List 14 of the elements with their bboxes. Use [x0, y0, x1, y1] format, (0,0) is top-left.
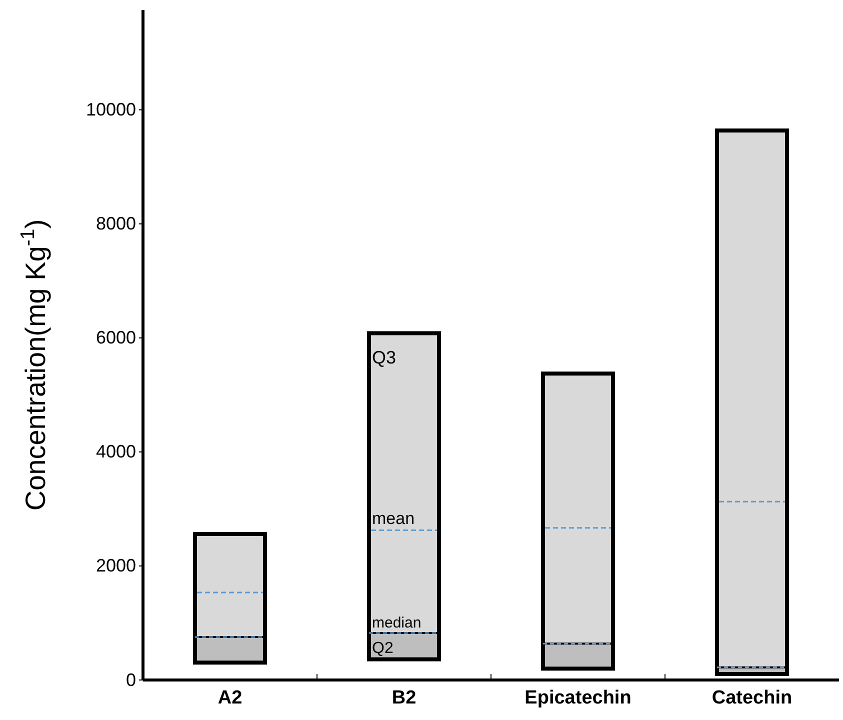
- annotation: Q2: [372, 640, 394, 657]
- x-tick-label: Catechin: [712, 687, 792, 708]
- y-tick-label: 10000: [86, 100, 136, 120]
- annotation: median: [372, 614, 422, 632]
- y-tick-label: 0: [126, 670, 136, 690]
- x-tick-label: B2: [392, 687, 416, 708]
- x-tick-label: Epicatechin: [524, 687, 632, 708]
- y-tick-label: 4000: [96, 442, 136, 462]
- y-tick-label: 6000: [96, 328, 136, 348]
- y-tick-label: 2000: [96, 556, 136, 576]
- y-tick-label: 8000: [96, 214, 136, 234]
- x-tick-label: A2: [218, 687, 242, 708]
- annotation: mean: [372, 509, 415, 528]
- annotation: Q3: [372, 347, 396, 368]
